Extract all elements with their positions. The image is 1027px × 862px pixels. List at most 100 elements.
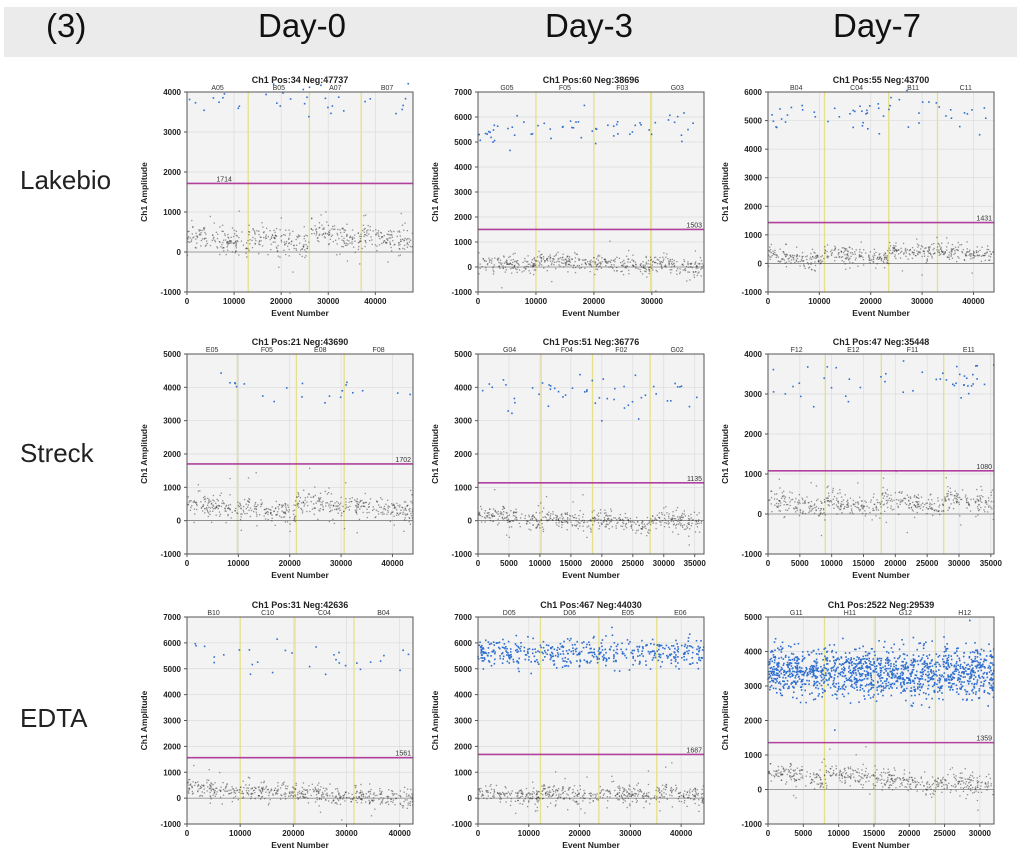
negative-droplet <box>502 791 504 794</box>
negative-droplet <box>537 801 539 803</box>
negative-droplet <box>547 514 550 516</box>
negative-droplet <box>261 222 263 224</box>
negative-droplet <box>859 510 861 512</box>
negative-droplet <box>826 255 828 257</box>
negative-droplet <box>541 511 544 513</box>
negative-droplet <box>622 798 624 800</box>
negative-droplet <box>839 492 841 494</box>
negative-droplet <box>226 242 228 244</box>
negative-droplet <box>277 785 279 787</box>
negative-droplet <box>215 793 217 795</box>
negative-droplet <box>931 503 933 506</box>
negative-droplet <box>938 510 940 512</box>
negative-droplet <box>336 243 338 245</box>
negative-droplet <box>628 795 631 797</box>
negative-droplet <box>358 241 361 243</box>
negative-droplet <box>368 502 371 504</box>
negative-droplet <box>873 493 875 495</box>
negative-droplet <box>297 503 300 505</box>
negative-droplet <box>587 263 590 265</box>
positive-droplet <box>256 661 259 663</box>
negative-droplet <box>698 804 700 806</box>
negative-droplet <box>604 261 607 263</box>
negative-droplet <box>555 804 557 806</box>
negative-droplet <box>948 254 950 256</box>
negative-droplet <box>530 529 532 531</box>
negative-droplet <box>647 263 649 265</box>
negative-droplet <box>542 530 544 533</box>
negative-droplet <box>376 794 378 797</box>
negative-droplet <box>285 229 287 231</box>
positive-droplet <box>852 126 854 129</box>
negative-droplet <box>510 263 512 265</box>
negative-droplet <box>966 248 968 250</box>
negative-droplet <box>490 260 493 262</box>
negative-droplet <box>885 258 888 261</box>
positive-droplet <box>488 661 491 663</box>
negative-droplet <box>239 503 241 505</box>
negative-droplet <box>653 256 656 259</box>
negative-droplet <box>283 793 285 795</box>
negative-droplet <box>562 791 564 794</box>
negative-droplet <box>593 257 595 259</box>
negative-droplet <box>407 788 409 790</box>
negative-droplet <box>510 267 512 270</box>
negative-droplet <box>235 243 237 245</box>
negative-droplet <box>987 500 990 502</box>
negative-droplet <box>680 794 683 797</box>
negative-droplet <box>658 787 660 789</box>
negative-droplet <box>603 512 606 514</box>
negative-droplet <box>665 786 667 788</box>
negative-droplet <box>595 517 597 520</box>
y-tick-label: -1000 <box>452 550 473 559</box>
negative-droplet <box>569 518 571 520</box>
negative-droplet <box>341 239 343 241</box>
negative-droplet <box>575 253 577 255</box>
negative-droplet <box>854 253 856 255</box>
negative-droplet <box>868 259 871 261</box>
plot-title: Ch1 Pos:47 Neg:35448 <box>833 338 930 347</box>
negative-droplet <box>232 242 235 245</box>
negative-droplet <box>509 520 512 523</box>
negative-droplet <box>301 508 303 511</box>
negative-droplet <box>208 498 210 501</box>
positive-droplet <box>188 98 191 101</box>
negative-droplet <box>383 240 386 242</box>
positive-droplet <box>698 649 701 652</box>
negative-droplet <box>770 252 772 254</box>
negative-droplet <box>504 271 506 273</box>
negative-droplet <box>976 488 978 491</box>
negative-droplet <box>507 521 509 524</box>
negative-droplet <box>844 254 846 256</box>
negative-droplet <box>364 227 366 230</box>
negative-droplet <box>355 796 358 798</box>
negative-droplet <box>515 508 517 510</box>
negative-droplet <box>802 255 804 258</box>
positive-droplet <box>621 642 623 645</box>
negative-droplet <box>827 485 829 487</box>
negative-droplet <box>969 249 971 251</box>
negative-droplet <box>846 250 849 252</box>
negative-droplet <box>337 228 339 231</box>
negative-droplet <box>187 781 190 783</box>
negative-droplet <box>403 791 405 793</box>
negative-droplet <box>327 231 330 233</box>
negative-droplet <box>664 264 666 266</box>
positive-droplet <box>509 149 511 152</box>
negative-droplet <box>694 250 697 252</box>
positive-droplet <box>651 638 654 641</box>
negative-droplet <box>616 793 618 796</box>
negative-droplet <box>286 788 288 790</box>
negative-droplet <box>269 230 271 232</box>
negative-droplet <box>664 785 666 787</box>
negative-droplet <box>194 513 196 515</box>
negative-droplet <box>907 258 909 260</box>
negative-droplet <box>346 239 348 241</box>
negative-droplet <box>956 499 958 501</box>
negative-droplet <box>833 503 835 505</box>
positive-droplet <box>640 396 643 399</box>
negative-droplet <box>278 266 280 268</box>
negative-droplet <box>493 271 495 273</box>
negative-droplet <box>904 497 906 499</box>
negative-droplet <box>677 520 679 523</box>
